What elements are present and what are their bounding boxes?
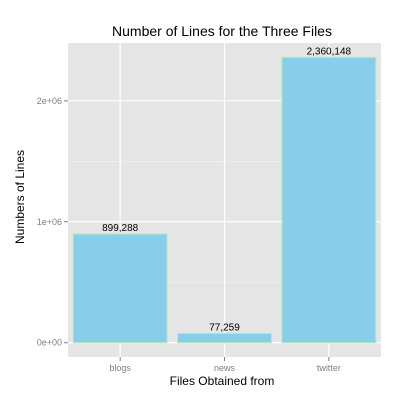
x-tick-label-news: news [214,363,236,373]
x-axis-title: Files Obtained from [170,374,275,388]
data-labels: 899,288 77,259 2,360,148 [102,46,351,333]
y-tick-label: 2e+06 [37,96,62,106]
bar-twitter [281,56,377,344]
y-axis-title: Numbers of Lines [13,150,27,244]
y-tick-label: 0e+00 [37,338,62,348]
data-label-blogs: 899,288 [102,223,139,234]
chart-title: Number of Lines for the Three Files [112,23,332,39]
y-tick-label: 1e+06 [37,217,62,227]
x-tick-label-twitter: twitter [317,363,341,373]
bars [72,56,377,344]
data-label-twitter: 2,360,148 [307,46,352,57]
y-axis: 0e+00 1e+06 2e+06 [37,96,68,348]
x-axis: blogs news twitter [109,357,341,373]
x-tick-label-blogs: blogs [109,363,131,373]
bar-news [177,332,272,344]
bar-blogs [72,233,168,344]
data-label-news: 77,259 [209,322,240,333]
